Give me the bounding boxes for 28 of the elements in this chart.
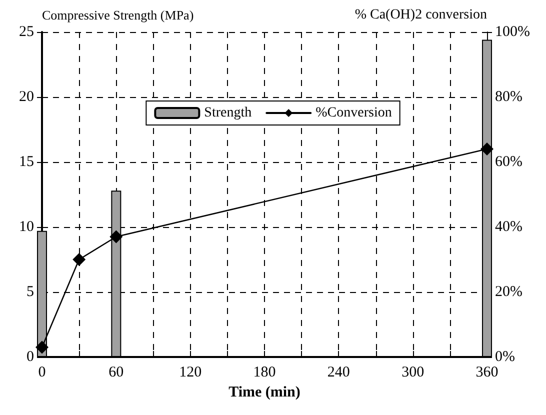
y-tick-label: 15 [19,154,34,170]
point [110,230,123,244]
point [480,142,494,156]
y2-tick-label: 80% [495,89,522,105]
x-tick-label: 180 [253,364,276,380]
y2-tick-label: 60% [495,154,522,170]
y-axis-title: Compressive Strength (MPa) [42,8,194,22]
point [36,340,48,354]
legend-label: %Conversion [316,106,392,120]
x-tick-label: 0 [38,364,46,380]
y2-tick-label: 0% [495,349,515,365]
point [72,253,86,266]
legend-label: Strength [204,106,252,120]
y-tick-label: 20 [19,89,34,105]
x-tick-label: 240 [327,364,350,380]
x-tick-label: 300 [402,364,424,380]
y2-tick-label: 20% [495,284,522,300]
x-tick-label: 120 [179,364,202,380]
y2-axis-title: % Ca(OH)2 conversion [354,8,487,22]
x-axis-title: Time (min) [228,384,300,400]
y-tick-label: 25 [19,24,34,40]
x-tick-label: 360 [476,364,498,380]
y-tick-label: 5 [26,284,34,300]
x-tick-label: 60 [108,364,124,380]
y-tick-label: 10 [19,219,34,235]
y-tick-label: 0 [26,349,34,365]
y2-tick-label: 100% [495,24,530,40]
y2-tick-label: 40% [495,219,522,235]
